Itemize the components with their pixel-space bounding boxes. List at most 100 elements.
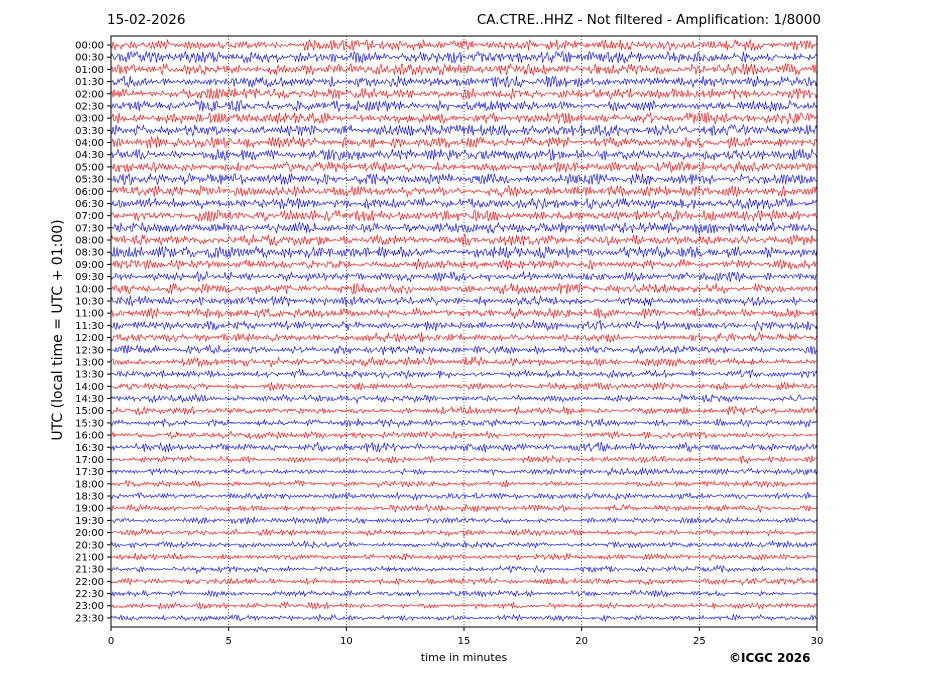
y-tick-label: 21:00 — [75, 552, 104, 563]
y-tick-label: 03:00 — [75, 114, 104, 125]
y-tick-label: 03:30 — [75, 126, 104, 137]
trace-2130 — [110, 564, 818, 575]
trace-2200 — [110, 576, 818, 586]
y-tick-label: 23:00 — [75, 601, 104, 612]
trace-0000 — [110, 38, 818, 52]
trace-1530 — [110, 418, 818, 428]
plot-frame — [110, 35, 818, 628]
trace-0400 — [110, 135, 818, 149]
trace-0100 — [110, 62, 818, 76]
trace-1630 — [110, 441, 818, 453]
y-tick-label: 11:00 — [75, 309, 104, 320]
trace-1930 — [110, 516, 818, 525]
y-tick-label: 02:30 — [75, 101, 104, 112]
trace-1200 — [110, 331, 818, 344]
y-tick-label: 13:30 — [75, 370, 104, 381]
trace-1430 — [110, 392, 818, 405]
y-tick-label: 01:00 — [75, 65, 104, 76]
trace-1730 — [110, 466, 818, 477]
x-tick-label: 25 — [693, 636, 706, 647]
trace-1830 — [110, 491, 818, 501]
trace-0600 — [110, 184, 818, 198]
y-tick-label: 14:00 — [75, 382, 104, 393]
chart-date: 15-02-2026 — [107, 12, 186, 28]
y-tick-label: 07:00 — [75, 211, 104, 222]
x-tick-label: 10 — [340, 636, 353, 647]
y-tick-label: 22:00 — [75, 577, 104, 588]
trace-1700 — [110, 454, 818, 464]
trace-2300 — [110, 601, 818, 610]
chart-title: CA.CTRE..HHZ - Not filtered - Amplificat… — [476, 12, 821, 28]
grid-lines — [228, 36, 700, 627]
x-tick-label: 5 — [225, 636, 231, 647]
trace-2330 — [110, 613, 818, 623]
y-tick-label: 12:30 — [75, 345, 104, 356]
trace-1400 — [110, 381, 818, 391]
trace-0130 — [110, 75, 818, 89]
trace-0430 — [110, 149, 818, 162]
trace-2030 — [110, 539, 818, 550]
trace-0330 — [110, 123, 818, 137]
trace-1130 — [110, 319, 818, 331]
y-tick-label: 09:00 — [75, 260, 104, 271]
y-tick-label: 06:30 — [75, 199, 104, 210]
y-tick-label: 00:00 — [75, 41, 104, 52]
x-tick-label: 0 — [108, 636, 114, 647]
y-tick-label: 18:30 — [75, 492, 104, 503]
y-tick-label: 16:30 — [75, 443, 104, 454]
y-tick-label: 22:30 — [75, 589, 104, 600]
y-tick-label: 08:00 — [75, 236, 104, 247]
copyright-credit: ©ICGC 2026 — [729, 651, 811, 665]
x-axis-label: time in minutes — [420, 651, 508, 664]
trace-0300 — [110, 111, 818, 125]
seismic-traces — [110, 38, 818, 623]
y-axis-label: UTC (local time = UTC + 01:00) — [50, 219, 66, 441]
trace-0500 — [110, 160, 818, 174]
y-tick-label: 05:30 — [75, 175, 104, 186]
y-tick-label: 06:00 — [75, 187, 104, 198]
trace-1800 — [110, 479, 818, 489]
trace-0930 — [110, 271, 818, 283]
y-tick-label: 10:30 — [75, 296, 104, 307]
x-tick-label: 20 — [575, 636, 588, 647]
y-tick-label: 16:00 — [75, 431, 104, 442]
trace-1100 — [110, 307, 818, 319]
y-tick-label: 14:30 — [75, 394, 104, 405]
trace-0900 — [110, 258, 818, 270]
y-tick-label: 04:00 — [75, 138, 104, 149]
trace-1030 — [110, 294, 818, 307]
trace-1300 — [110, 355, 818, 368]
trace-0830 — [110, 245, 818, 259]
trace-0630 — [110, 196, 818, 210]
trace-0800 — [110, 233, 818, 247]
trace-0230 — [110, 99, 818, 113]
y-tick-label: 17:30 — [75, 467, 104, 478]
trace-2000 — [110, 527, 818, 538]
y-tick-label: 08:30 — [75, 248, 104, 259]
trace-2100 — [110, 552, 818, 562]
y-tick-label: 20:00 — [75, 528, 104, 539]
y-tick-label: 23:30 — [75, 613, 104, 624]
y-tick-label: 01:30 — [75, 77, 104, 88]
trace-1330 — [110, 368, 818, 380]
trace-0700 — [110, 209, 818, 223]
y-tick-label: 02:00 — [75, 89, 104, 100]
x-tick-label: 15 — [458, 636, 471, 647]
y-tick-label: 10:00 — [75, 284, 104, 295]
trace-1000 — [110, 282, 818, 296]
y-tick-label: 09:30 — [75, 272, 104, 283]
y-tick-label: 19:30 — [75, 516, 104, 527]
trace-0530 — [110, 172, 818, 186]
trace-1230 — [110, 344, 818, 356]
y-tick-label: 15:00 — [75, 406, 104, 417]
y-tick-label: 00:30 — [75, 53, 104, 64]
y-tick-label: 11:30 — [75, 321, 104, 332]
x-axis-ticks: 0 5 10 15 20 25 30 — [108, 627, 823, 647]
y-tick-label: 12:00 — [75, 333, 104, 344]
trace-1900 — [110, 503, 818, 513]
y-tick-label: 04:30 — [75, 150, 104, 161]
y-tick-label: 17:00 — [75, 455, 104, 466]
y-tick-label: 13:00 — [75, 357, 104, 368]
